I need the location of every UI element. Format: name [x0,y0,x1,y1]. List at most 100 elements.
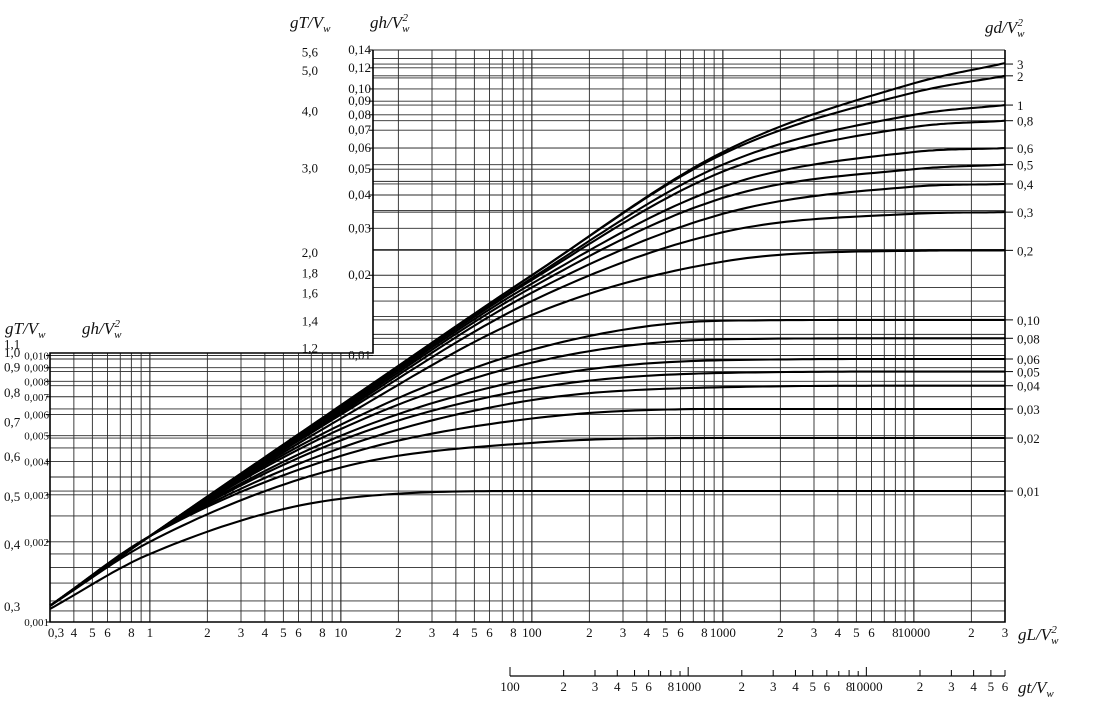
tick-label-time: 2 [739,679,746,694]
axis-title-height-lower: gh/Vw2 [82,318,122,341]
tick-label-period: 0,6 [4,449,21,464]
tick-label-period: 0,4 [4,537,21,552]
tick-label-fetch: 100 [522,625,542,640]
tick-label-fetch: 8 [319,625,326,640]
tick-label-fetch: 6 [295,625,302,640]
tick-label-height: 0,006 [24,410,49,422]
tick-label-time: 6 [1002,679,1009,694]
tick-label-fetch: 6 [104,625,111,640]
tick-label-fetch: 2 [777,625,784,640]
tick-label-fetch: 8 [701,625,708,640]
tick-label-height: 0,06 [348,140,371,155]
tick-label-fetch: 3 [238,625,245,640]
tick-label-period: 3,0 [302,160,318,175]
axis-title-height-upper: gh/Vw2 [370,12,410,35]
tick-label-height: 0,14 [348,42,371,57]
tick-label-height: 0,002 [24,537,49,549]
tick-label-period: 0,8 [4,385,20,400]
series-line-gd-0_02 [49,436,1005,607]
tick-label-period: 1,1 [4,336,20,351]
axis-title-depth: gd/Vw2 [985,17,1025,40]
series-line-gd-0_03 [49,407,1005,607]
tick-label-fetch: 3 [620,625,627,640]
tick-label-time: 8 [668,679,675,694]
tick-label-time: 4 [970,679,977,694]
tick-label-depth: 0,4 [1017,177,1034,192]
tick-label-depth: 0,8 [1017,114,1033,129]
tick-label-period: 4,0 [302,104,318,119]
tick-label-fetch: 4 [835,625,842,640]
tick-label-height: 0,007 [24,392,49,404]
tick-label-depth: 0,5 [1017,158,1033,173]
tick-label-fetch: 10000 [898,625,931,640]
tick-label-time: 8 [846,679,853,694]
tick-label-height: 0,004 [24,457,49,469]
tick-label-height: 0,005 [24,431,49,443]
tick-label-height: 0,009 [24,363,49,375]
tick-label-time: 4 [614,679,621,694]
tick-label-depth: 0,10 [1017,313,1040,328]
tick-label-time: 1000 [675,679,701,694]
tick-label-fetch: 6 [868,625,875,640]
tick-label-height: 0,010 [24,350,49,362]
tick-label-time: 5 [809,679,816,694]
axis-title-period-upper: gT/Vw [290,13,331,35]
tick-label-height: 0,07 [348,122,371,137]
tick-label-height: 0,04 [348,187,371,202]
tick-label-fetch: 8 [128,625,135,640]
tick-label-fetch: 5 [89,625,96,640]
tick-label-time: 100 [500,679,520,694]
tick-label-time: 4 [792,679,799,694]
tick-label-height: 0,02 [348,267,371,282]
series-group [49,62,1006,610]
tick-label-fetch: 3 [811,625,818,640]
plot-frame [49,50,1006,623]
tick-label-depth: 0,01 [1017,484,1040,499]
tick-label-fetch: 3 [1002,625,1009,640]
tick-label-fetch: 4 [262,625,269,640]
tick-label-fetch: 1000 [710,625,736,640]
tick-label-time: 10000 [850,679,883,694]
tick-label-fetch: 3 [429,625,436,640]
tick-label-depth: 0,05 [1017,365,1040,380]
tick-label-height: 0,008 [24,376,49,388]
tick-label-height: 0,10 [348,81,371,96]
tick-label-height: 0,03 [348,220,371,235]
tick-label-height: 0,01 [348,347,371,362]
tick-label-period: 5,6 [302,45,319,60]
tick-label-time: 3 [592,679,599,694]
plot-border [49,50,1006,623]
tick-label-depth: 3 [1017,57,1024,72]
tick-label-period: 1,2 [302,341,318,356]
tick-label-fetch: 4 [453,625,460,640]
tick-label-time: 3 [948,679,955,694]
tick-label-fetch: 6 [677,625,684,640]
tick-label-height: 0,001 [24,617,49,629]
tick-label-period: 2,0 [302,245,318,260]
tick-label-fetch: 4 [71,625,78,640]
tick-label-depth: 0,2 [1017,243,1033,258]
tick-label-period: 1,0 [4,345,20,360]
tick-label-fetch: 5 [853,625,860,640]
tick-label-height: 0,05 [348,161,371,176]
tick-label-depth: 0,03 [1017,402,1040,417]
tick-label-time: 2 [917,679,924,694]
tick-label-fetch: 1 [147,625,154,640]
tick-label-depth: 2 [1017,69,1024,84]
tick-label-height: 0,09 [348,93,371,108]
tick-label-time: 3 [770,679,777,694]
axis-titles: gT/Vw gh/Vw2 gT/Vw gh/Vw2 gd/Vw2 gL/Vw2 gt/Vw [5,12,1059,700]
tick-label-fetch: 8 [510,625,517,640]
tick-label-depth: 0,02 [1017,431,1040,446]
tick-label-period: 1,8 [302,265,318,280]
tick-label-fetch: 2 [968,625,975,640]
tick-label-period: 1,4 [302,314,319,329]
axis-title-period-lower: gT/Vw [5,319,46,341]
tick-label-depth: 0,08 [1017,331,1040,346]
tick-label-height: 0,12 [348,60,371,75]
tick-label-depth: 1 [1017,98,1024,113]
tick-label-fetch: 5 [471,625,478,640]
